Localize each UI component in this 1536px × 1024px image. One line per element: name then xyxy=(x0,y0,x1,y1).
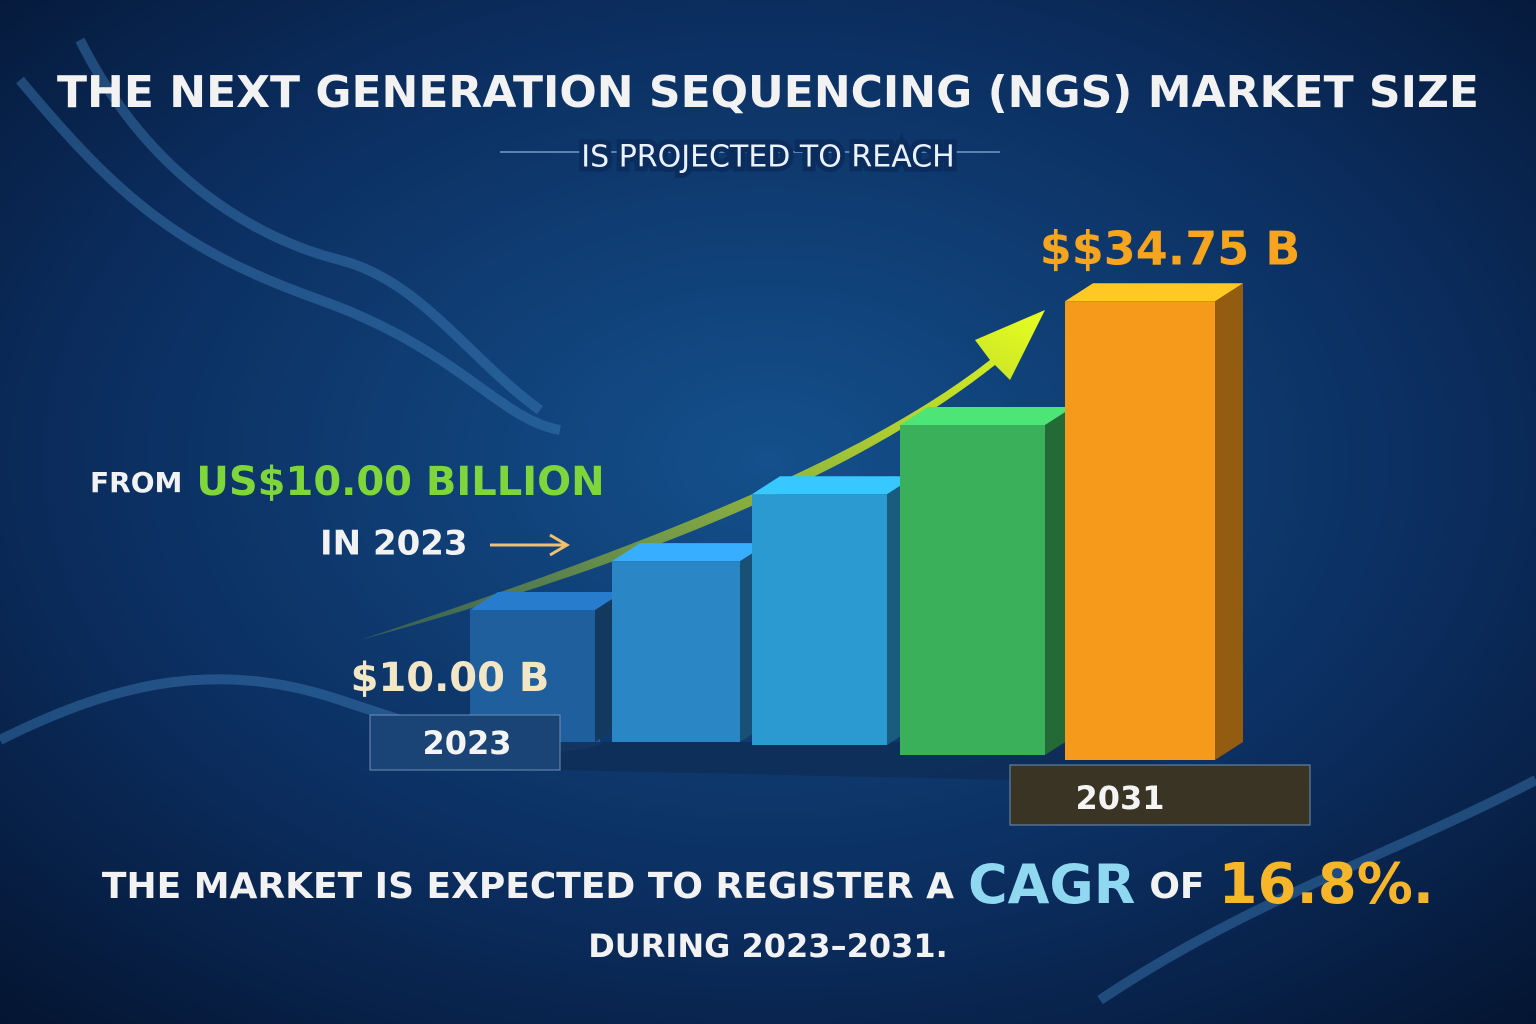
title: THE NEXT GENERATION SEQUENCING (NGS) MAR… xyxy=(57,67,1479,118)
from-prefix: FROM xyxy=(90,466,182,499)
cagr-of: OF xyxy=(1149,866,1204,907)
cagr-word: CAGR xyxy=(968,853,1135,916)
bar-top xyxy=(1065,283,1243,302)
pointer-arrow xyxy=(490,533,570,557)
category-label: 2031 xyxy=(1075,779,1164,817)
value-label: $10.00 B xyxy=(351,655,550,701)
bar xyxy=(752,494,887,745)
cagr-text: THE MARKET IS EXPECTED TO REGISTER A xyxy=(102,866,954,907)
cagr-value: 16.8%. xyxy=(1219,852,1435,917)
subtitle: IS PROJECTED TO REACH xyxy=(581,140,954,175)
category-pedestal xyxy=(369,714,561,771)
category-pedestal xyxy=(1009,764,1311,826)
bar-top xyxy=(752,476,915,495)
bar xyxy=(900,425,1045,755)
dna-decoration xyxy=(0,37,1536,1005)
from-year: IN 2023 xyxy=(320,524,468,564)
from-value: US$10.00 BILLION xyxy=(196,459,604,505)
category-label: 2023 xyxy=(422,724,511,762)
period: DURING 2023–2031. xyxy=(588,927,948,965)
bar-top xyxy=(470,592,623,610)
cagr-line: THE MARKET IS EXPECTED TO REGISTER A CAGR… xyxy=(102,852,1434,917)
bar-top xyxy=(612,543,768,562)
bar xyxy=(1065,301,1215,760)
value-label: $$34.75 B xyxy=(1040,222,1301,276)
bar-side xyxy=(1215,283,1243,760)
bar xyxy=(612,561,740,742)
from-block: FROM US$10.00 BILLION xyxy=(90,459,605,505)
bar-top xyxy=(900,407,1073,425)
